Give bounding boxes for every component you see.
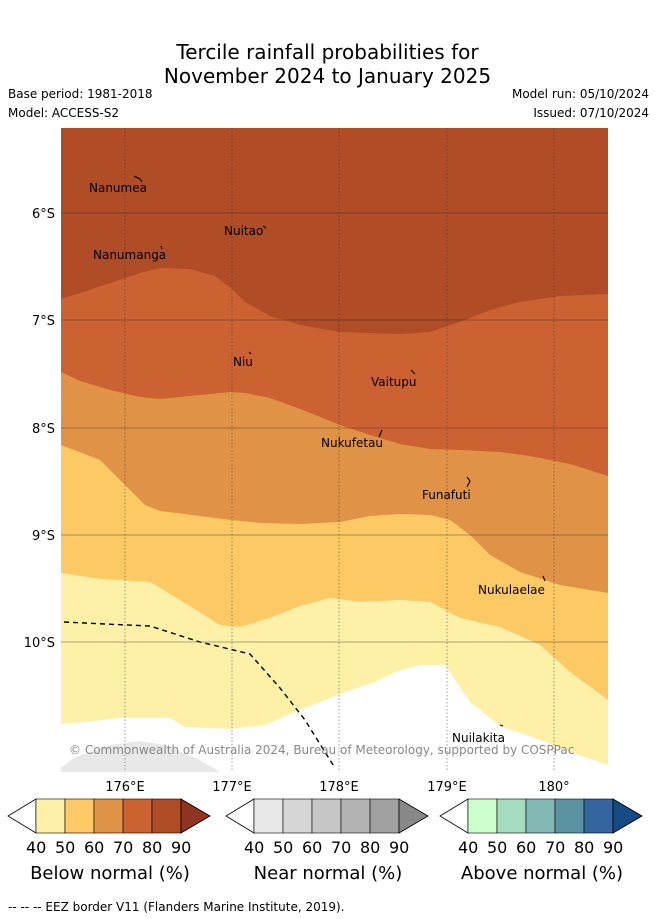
zone-below-40 bbox=[61, 573, 608, 765]
lon-label: 179°E bbox=[427, 780, 467, 795]
rainfall-map: 6°S 7°S 8°S 9°S 10°S 176°E 177°E 178°E 1… bbox=[24, 128, 608, 795]
place-label: Nuitao bbox=[224, 224, 263, 238]
colorbar-tick-label: 90 bbox=[171, 838, 192, 857]
place-labels: Nanumea Nuitao Nanumanga Niu Vaitupu Nuk… bbox=[89, 181, 545, 745]
colorbar-tick-label: 50 bbox=[273, 838, 294, 857]
latitude-labels: 6°S 7°S 8°S 9°S 10°S bbox=[24, 207, 55, 651]
colorbar-tick-label: 90 bbox=[603, 838, 624, 857]
model-name: Model: ACCESS-S2 bbox=[8, 106, 120, 120]
zone-near-normal bbox=[61, 741, 220, 772]
place-label: Nanumanga bbox=[93, 248, 166, 262]
colorbar-tick-label: 70 bbox=[545, 838, 566, 857]
copyright-notice: © Commonwealth of Australia 2024, Bureau… bbox=[69, 743, 574, 757]
eez-legend: -- -- -- EEZ border V11 (Flanders Marine… bbox=[8, 900, 345, 914]
colorbar-tick-label: 80 bbox=[142, 838, 163, 857]
lat-label: 6°S bbox=[32, 207, 55, 222]
colorbar-segment bbox=[525, 798, 556, 834]
colorbar-segment bbox=[369, 798, 400, 834]
colorbar-segment bbox=[496, 798, 527, 834]
title-line-2: November 2024 to January 2025 bbox=[163, 64, 492, 88]
place-label: Niu bbox=[233, 355, 253, 369]
colorbar-title: Above normal (%) bbox=[460, 863, 624, 884]
place-label: Nuilakita bbox=[452, 731, 505, 745]
colorbar-high-extension bbox=[612, 798, 643, 834]
colorbar-tick-label: 70 bbox=[113, 838, 134, 857]
lat-label: 9°S bbox=[32, 529, 55, 544]
lon-label: 180° bbox=[538, 780, 569, 795]
colorbar-tick-label: 60 bbox=[516, 838, 537, 857]
place-label: Funafuti bbox=[422, 488, 471, 502]
colorbar-tick-label: 50 bbox=[487, 838, 508, 857]
colorbar-tick-label: 70 bbox=[331, 838, 352, 857]
probability-shading bbox=[61, 128, 608, 772]
title-line-1: Tercile rainfall probabilities for bbox=[176, 40, 479, 64]
place-label: Nukufetau bbox=[321, 436, 383, 450]
colorbar-segment bbox=[122, 798, 153, 834]
place-label: Nanumea bbox=[89, 181, 147, 195]
lat-label: 7°S bbox=[32, 314, 55, 329]
colorbar-3 bbox=[439, 798, 643, 834]
colorbar-high-extension bbox=[398, 798, 429, 834]
colorbar-segment bbox=[467, 798, 498, 834]
colorbar-tick-label: 40 bbox=[458, 838, 479, 857]
colorbar-low-extension bbox=[439, 798, 469, 834]
colorbar-tick-label: 60 bbox=[84, 838, 105, 857]
colorbar-tick-label: 80 bbox=[360, 838, 381, 857]
lat-label: 8°S bbox=[32, 422, 55, 437]
colorbar-segment bbox=[554, 798, 585, 834]
colorbar-segment bbox=[583, 798, 614, 834]
colorbar-segment bbox=[311, 798, 342, 834]
lat-label: 10°S bbox=[24, 636, 55, 651]
place-label: Vaitupu bbox=[371, 375, 417, 389]
lon-label: 177°E bbox=[212, 780, 252, 795]
lon-label: 178°E bbox=[319, 780, 359, 795]
colorbar-title: Below normal (%) bbox=[30, 863, 190, 884]
place-label: Nukulaelae bbox=[478, 583, 545, 597]
colorbar-segment bbox=[151, 798, 182, 834]
zone-below-80 bbox=[61, 128, 608, 334]
colorbar-tick-label: 80 bbox=[574, 838, 595, 857]
lon-label: 176°E bbox=[105, 780, 145, 795]
gridlines bbox=[61, 128, 608, 772]
colorbar-segment bbox=[253, 798, 284, 834]
colorbar-segment bbox=[340, 798, 371, 834]
base-period: Base period: 1981-2018 bbox=[8, 87, 153, 101]
colorbar-tick-label: 40 bbox=[26, 838, 47, 857]
colorbar-tick-label: 50 bbox=[55, 838, 76, 857]
colorbar-tick-label: 60 bbox=[302, 838, 323, 857]
colorbar-high-extension bbox=[180, 798, 211, 834]
model-run: Model run: 05/10/2024 bbox=[511, 87, 649, 101]
colorbar-title: Near normal (%) bbox=[253, 863, 403, 884]
island-outlines bbox=[133, 175, 546, 727]
colorbar-tick-label: 90 bbox=[389, 838, 410, 857]
colorbar-low-extension bbox=[225, 798, 255, 834]
colorbar-segment bbox=[64, 798, 95, 834]
colorbar-segment bbox=[35, 798, 66, 834]
eez-border bbox=[63, 621, 336, 769]
map-title: Tercile rainfall probabilities for Novem… bbox=[0, 40, 655, 88]
colorbar-2 bbox=[225, 798, 429, 834]
colorbar-low-extension bbox=[7, 798, 37, 834]
longitude-labels: 176°E 177°E 178°E 179°E 180° bbox=[105, 780, 569, 795]
colorbar-tick-label: 40 bbox=[244, 838, 265, 857]
colorbar-segment bbox=[93, 798, 124, 834]
issued-date: Issued: 07/10/2024 bbox=[533, 106, 649, 120]
colorbar-segment bbox=[282, 798, 313, 834]
colorbar-1 bbox=[7, 798, 211, 834]
